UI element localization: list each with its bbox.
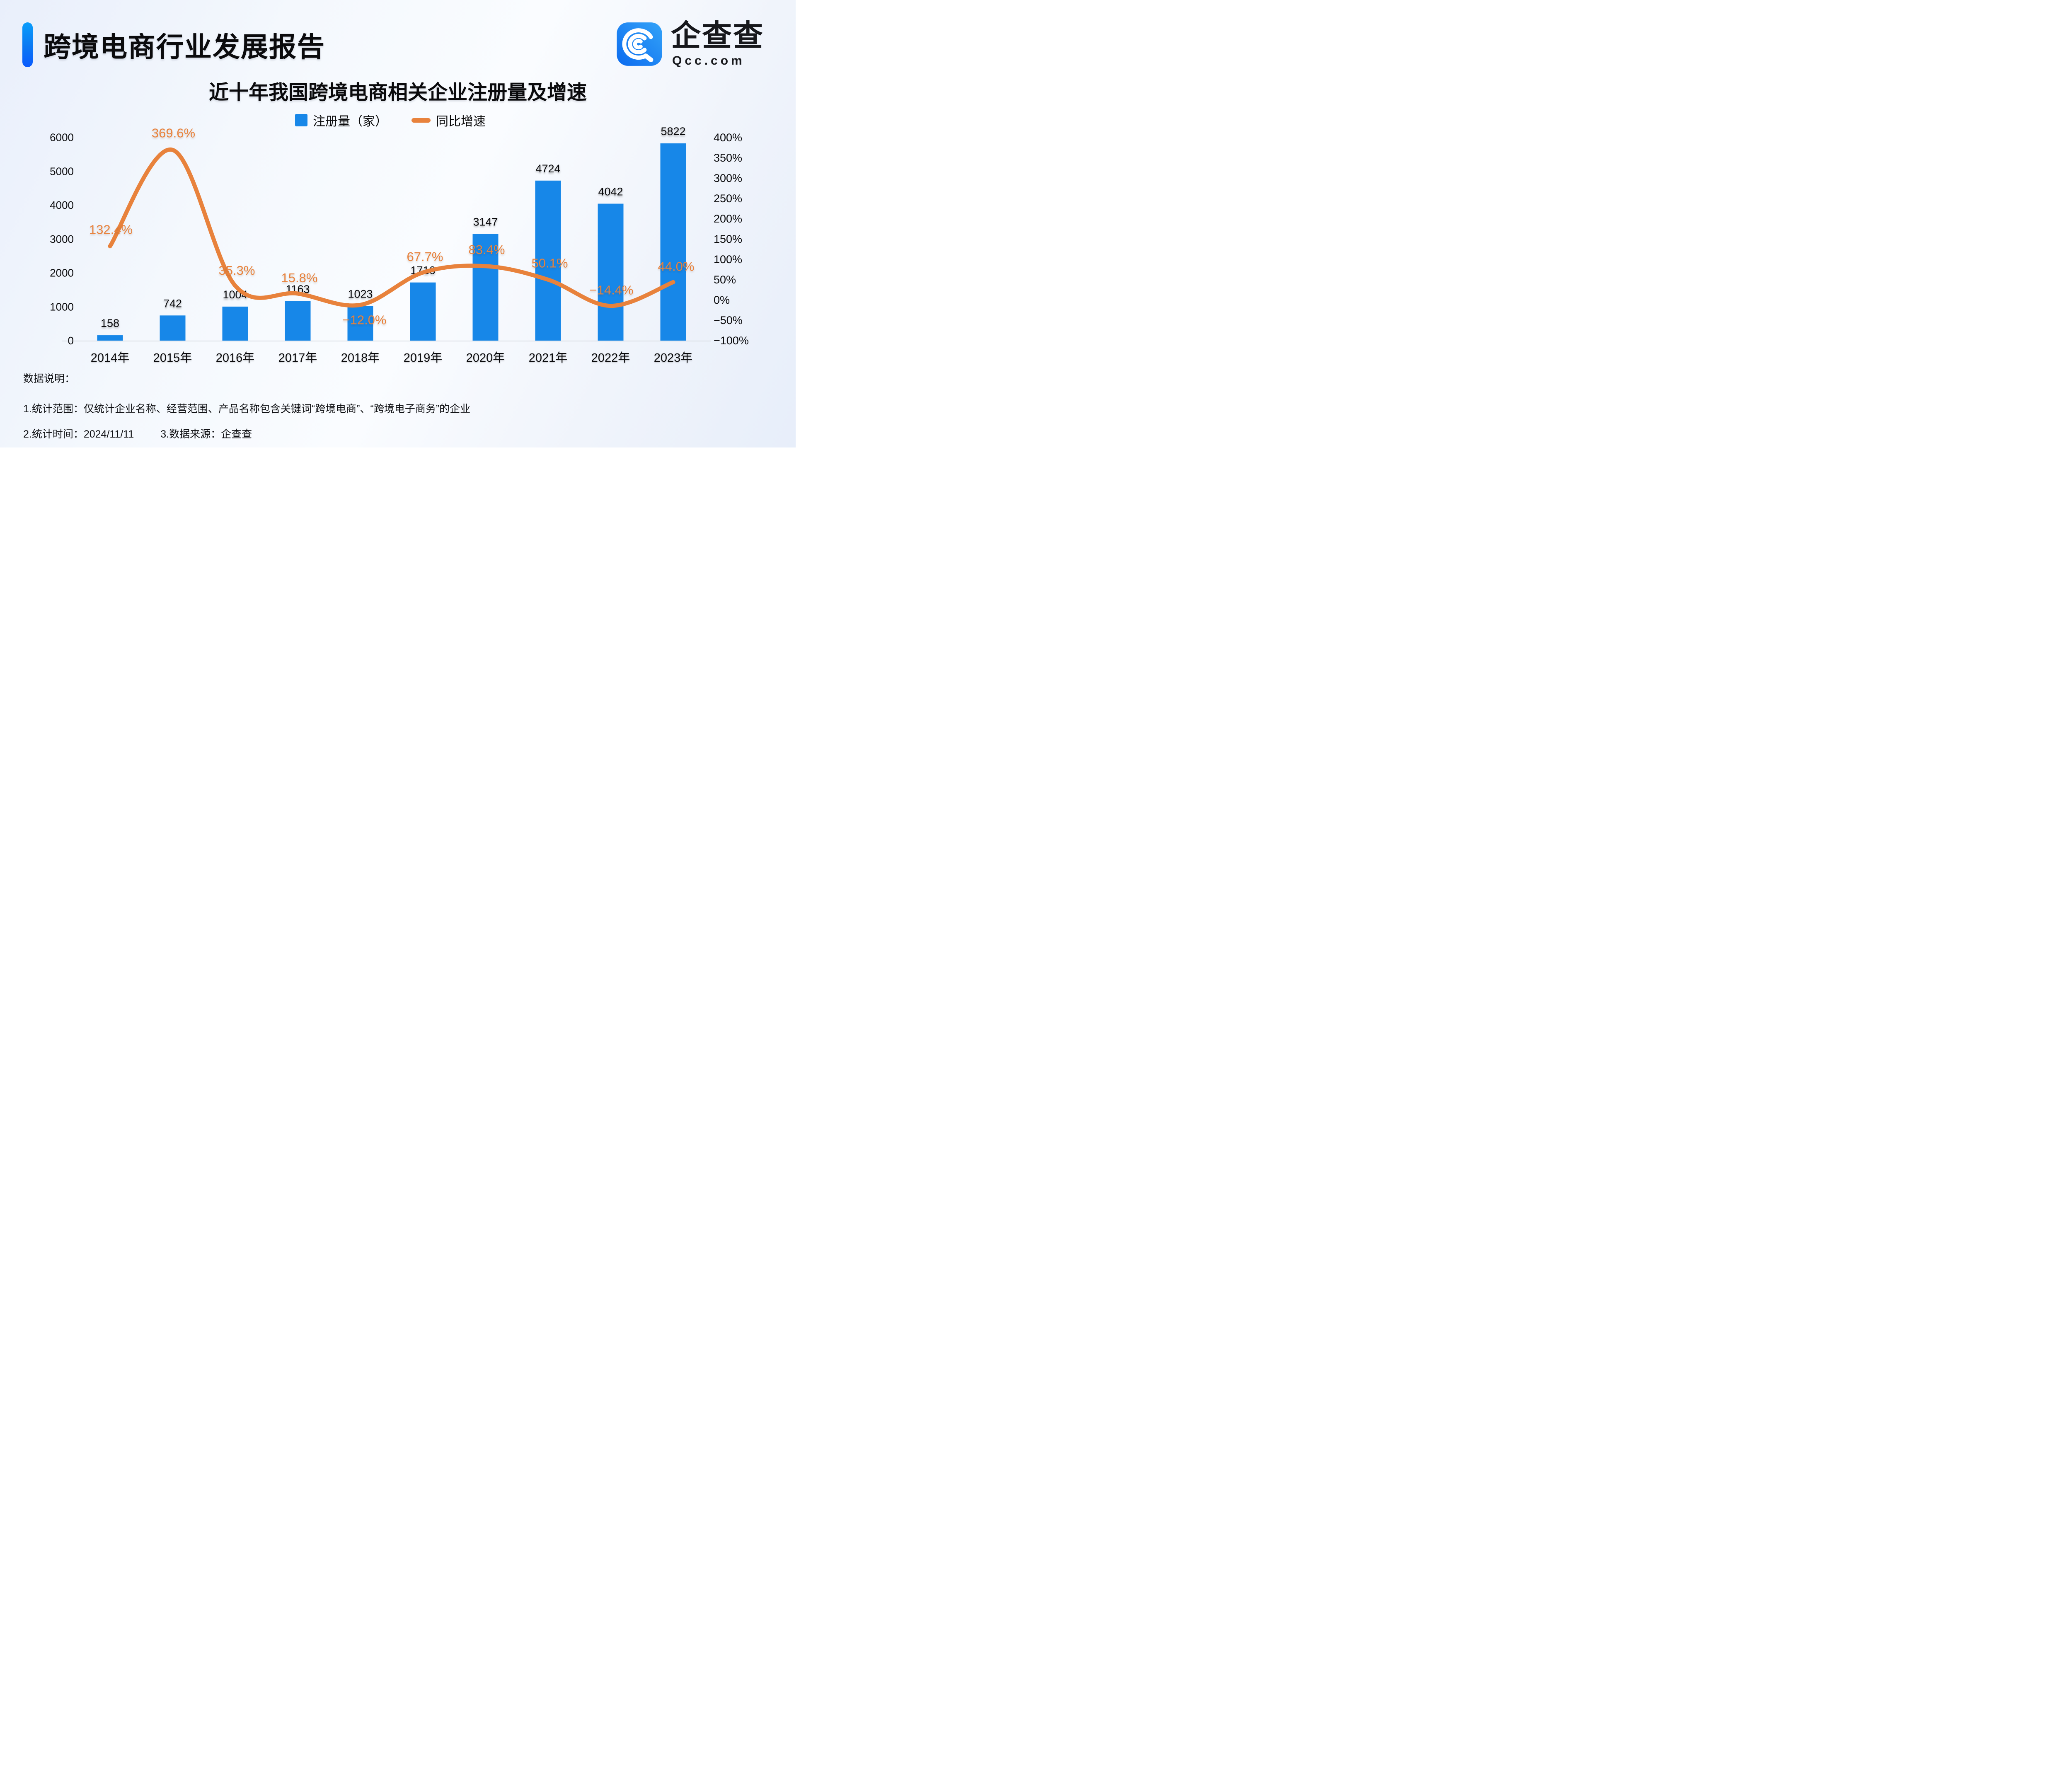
right-axis-tick-label: 400% [714, 131, 742, 144]
bar-value-label: 3147 [473, 216, 498, 228]
bar-value-label: 5822 [661, 125, 685, 138]
title-accent-bar [22, 22, 33, 67]
brand-logo: 企查查 Qcc.com [616, 19, 764, 68]
qcc-logo-icon [617, 22, 662, 66]
right-axis-tick-label: 350% [714, 152, 742, 164]
registration-bar [347, 306, 373, 341]
right-axis-tick-label: 250% [714, 192, 742, 205]
combo-chart: 6000 5000 4000 3000 2000 1000 0 400% 350% 300% 250… [50, 125, 749, 365]
notes-scope: 1.统计范围：仅统计企业名称、经营范围、产品名称包含关键词“跨境电商”、“跨境电… [23, 403, 471, 415]
notes-time: 2.统计时间：2024/11/11 [23, 428, 134, 440]
bar-value-label: 4724 [535, 162, 560, 175]
report-header: 跨境电商行业发展报告 企查查 Qcc.co [22, 19, 771, 69]
growth-rate-label: 35.3% [219, 263, 255, 278]
legend-line-swatch [411, 118, 431, 123]
growth-rate-label: 15.8% [281, 271, 318, 285]
x-axis-category-label: 2019年 [404, 351, 443, 365]
x-axis-category-label: 2023年 [654, 351, 693, 365]
left-axis-tick-label: 4000 [50, 199, 74, 211]
registration-bar [472, 234, 499, 341]
brand-name: 企查查 [670, 19, 764, 53]
legend-item-bar: 注册量（家） [295, 111, 387, 129]
bar-value-label: 158 [101, 317, 119, 329]
left-axis-tick-label: 3000 [50, 233, 74, 245]
right-axis-tick-label: −100% [714, 334, 749, 347]
registration-bar [660, 143, 686, 341]
notes-source: 3.数据来源：企查查 [160, 428, 252, 440]
left-axis-tick-label: 2000 [50, 267, 74, 279]
left-axis-tick-label: 1000 [50, 300, 74, 313]
brand-domain: Qcc.com [672, 53, 745, 68]
notes: 数据说明： 1.统计范围：仅统计企业名称、经营范围、产品名称包含关键词“跨境电商… [23, 370, 470, 441]
bar-value-label: 1023 [348, 288, 373, 300]
registration-bar [160, 315, 186, 341]
report-title: 跨境电商行业发展报告 [44, 31, 325, 62]
bar-value-label: 742 [163, 297, 182, 310]
left-axis-tick-label: 6000 [50, 131, 74, 144]
right-axis-tick-label: 200% [714, 213, 742, 225]
right-axis-tick-label: −50% [714, 314, 743, 327]
growth-rate-label: −14.4% [589, 283, 633, 298]
growth-rate-label: 83.4% [469, 242, 505, 257]
growth-rate-label: 67.7% [407, 249, 443, 264]
right-axis-tick-label: 150% [714, 233, 742, 245]
growth-rate-label: 369.6% [152, 126, 195, 140]
growth-rate-line [108, 148, 675, 308]
x-axis-category-label: 2017年 [278, 351, 317, 365]
x-axis-category-label: 2022年 [591, 351, 630, 365]
chart-title: 近十年我国跨境电商相关企业注册量及增速 [208, 82, 587, 104]
x-axis-category-label: 2014年 [91, 351, 130, 365]
growth-rate-label: 132.4% [89, 223, 133, 237]
growth-rate-label: 44.0% [658, 259, 695, 273]
registration-bar [535, 180, 561, 341]
report-card: 跨境电商行业发展报告 企查查 Qcc.co [0, 0, 796, 448]
registration-bar [97, 335, 123, 341]
legend-item-line: 同比增速 [411, 111, 486, 129]
notes-meta: 2.统计时间：2024/11/11 3.数据来源：企查查 [23, 426, 470, 441]
registration-bar [222, 306, 248, 341]
right-axis-tick-label: 300% [714, 172, 742, 184]
left-axis-tick-label: 0 [68, 334, 74, 347]
x-axis-category-label: 2018年 [341, 351, 380, 365]
brand-text: 企查查 Qcc.com [670, 19, 764, 68]
x-axis-category-label: 2016年 [216, 351, 255, 365]
growth-rate-label: 50.1% [532, 256, 568, 270]
x-axis-category-label: 2020年 [466, 351, 505, 365]
right-axis-tick-label: 0% [714, 294, 730, 306]
legend-bar-swatch [295, 114, 307, 126]
chart-legend: 注册量（家） 同比增速 [0, 111, 781, 129]
x-axis-category-label: 2015年 [153, 351, 192, 365]
growth-rate-label: −12.0% [342, 312, 386, 327]
right-axis-tick-label: 100% [714, 253, 742, 266]
legend-bar-label: 注册量（家） [313, 115, 387, 128]
x-axis-category-label: 2021年 [529, 351, 568, 365]
registration-bar [410, 282, 436, 341]
registration-bar [285, 301, 311, 341]
bar-value-label: 4042 [598, 186, 623, 198]
notes-heading: 数据说明： [23, 373, 75, 385]
left-axis-tick-label: 5000 [50, 165, 74, 177]
right-axis-tick-label: 50% [714, 273, 736, 286]
registration-bar [598, 203, 624, 341]
legend-line-label: 同比增速 [436, 115, 486, 128]
